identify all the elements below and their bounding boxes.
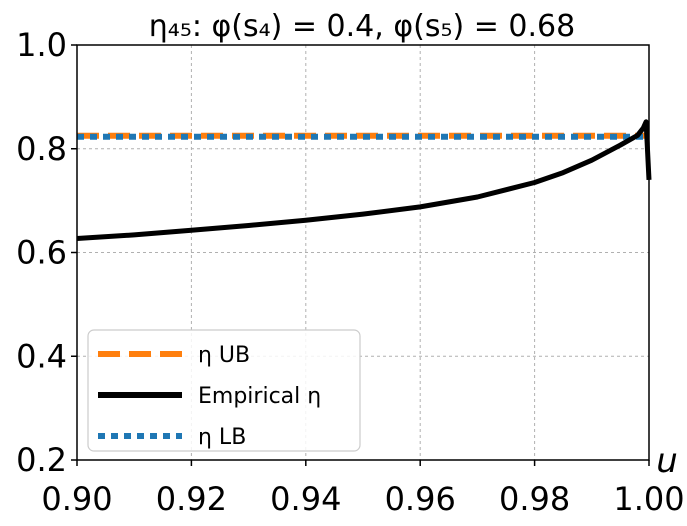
x-tick-label: 0.90 — [41, 480, 112, 518]
x-tick-label: 0.92 — [156, 480, 227, 518]
legend-box — [87, 329, 361, 452]
x-tick-label: 0.98 — [499, 480, 570, 518]
tick-layer: 0.90 0.92 0.94 0.96 0.98 1.00 0.2 0.4 0.6 0.8 1.0 — [16, 26, 685, 518]
legend-label-empirical: Empirical η — [198, 384, 321, 409]
series-layer — [76, 119, 652, 241]
legend-label-ub: η UB — [198, 343, 250, 368]
x-tick-label: 0.96 — [385, 480, 456, 518]
y-tick-label: 1.0 — [16, 26, 67, 64]
chart-title: η₄₅: φ(s₄) = 0.4, φ(s₅) = 0.68 — [149, 9, 575, 44]
legend-label-lb: η LB — [198, 425, 246, 450]
legend: η UB Empirical η η LB — [87, 329, 361, 452]
x-tick-label: 1.00 — [613, 480, 684, 518]
y-tick-label: 0.2 — [16, 441, 67, 479]
y-tick-label: 0.6 — [16, 234, 67, 272]
y-tick-label: 0.4 — [16, 337, 67, 375]
y-tick-label: 0.8 — [16, 130, 67, 168]
series-line-empirical-eta — [76, 119, 652, 241]
x-tick-label: 0.94 — [270, 480, 341, 518]
x-axis-label: u — [656, 441, 678, 481]
